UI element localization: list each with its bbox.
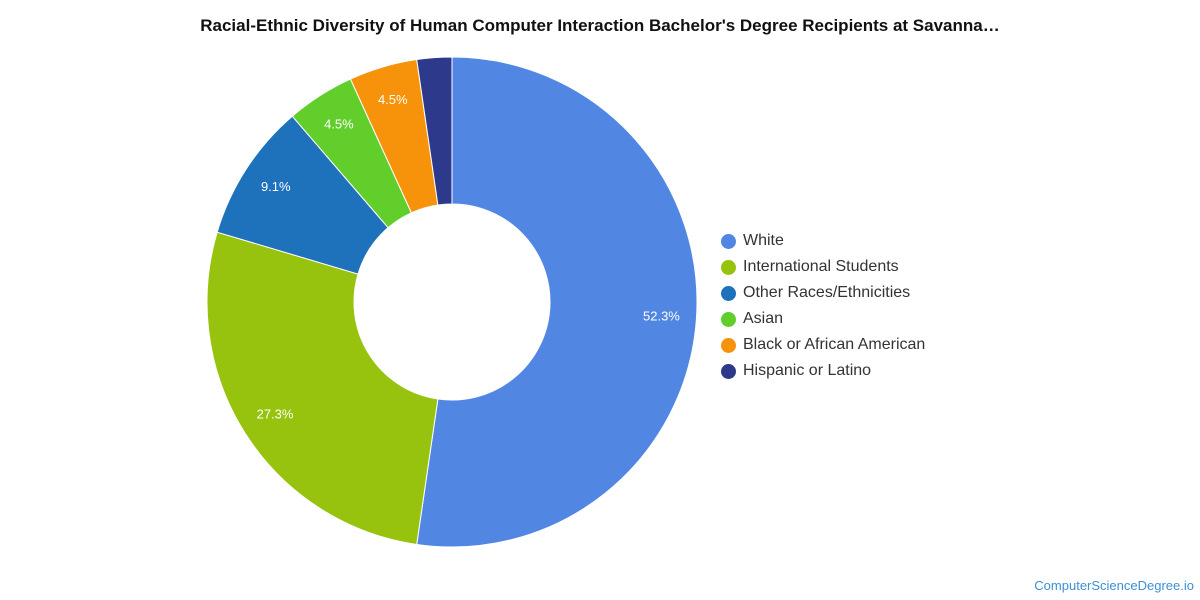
source-credit[interactable]: ComputerScienceDegree.io bbox=[1034, 578, 1194, 593]
legend-label: Hispanic or Latino bbox=[743, 362, 872, 379]
legend-label: International Students bbox=[743, 258, 899, 275]
legend-item[interactable]: Other Races/Ethnicities bbox=[721, 280, 925, 306]
chart-title: Racial-Ethnic Diversity of Human Compute… bbox=[200, 16, 1000, 35]
legend-swatch bbox=[721, 311, 736, 327]
slice-label-2: 9.1% bbox=[261, 179, 291, 194]
slice-international-students[interactable] bbox=[206, 231, 439, 546]
slice-white[interactable] bbox=[416, 56, 698, 548]
slice-label-1: 27.3% bbox=[257, 407, 294, 422]
legend-item[interactable]: Hispanic or Latino bbox=[721, 358, 925, 384]
legend-swatch bbox=[721, 259, 736, 275]
legend-item[interactable]: International Students bbox=[721, 254, 925, 280]
legend-label: Asian bbox=[743, 310, 784, 327]
slice-hispanic-or-latino[interactable] bbox=[416, 56, 453, 206]
legend-swatch bbox=[721, 337, 736, 353]
slice-labels: 52.3% 27.3% 9.1% 4.5% 4.5% bbox=[257, 92, 681, 422]
legend-label: Black or African American bbox=[743, 336, 926, 353]
legend-swatch bbox=[721, 233, 736, 249]
donut-slices bbox=[206, 56, 698, 548]
legend-swatch bbox=[721, 285, 736, 301]
slice-label-3: 4.5% bbox=[324, 116, 354, 131]
legend-item[interactable]: Asian bbox=[721, 306, 925, 332]
chart-legend: White International Students Other Races/E… bbox=[721, 228, 925, 384]
legend-item[interactable]: White bbox=[721, 228, 925, 254]
slice-label-0: 52.3% bbox=[643, 309, 680, 324]
legend-item[interactable]: Black or African American bbox=[721, 332, 925, 358]
legend-swatch bbox=[721, 363, 736, 379]
legend-label: White bbox=[743, 232, 784, 249]
legend-label: Other Races/Ethnicities bbox=[743, 284, 911, 301]
slice-label-4: 4.5% bbox=[378, 92, 408, 107]
